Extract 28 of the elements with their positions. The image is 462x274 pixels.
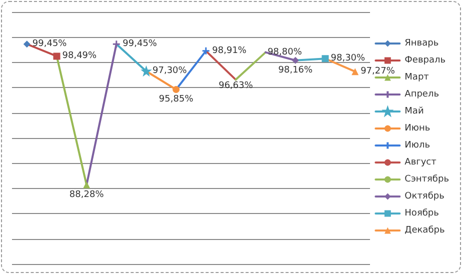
legend-label: Октябрь — [404, 192, 444, 202]
legend-label: Февраль — [404, 56, 446, 66]
data-label: 95,85% — [158, 94, 194, 104]
point — [23, 40, 30, 48]
legend-label: Сэнтябрь — [404, 174, 450, 184]
data-label: 99,45% — [122, 39, 158, 50]
point — [53, 52, 60, 60]
point — [322, 55, 329, 62]
data-label: 98,30% — [330, 54, 366, 64]
data-label: 98,80% — [268, 47, 302, 58]
data-label: 98,16% — [278, 65, 314, 76]
legend-label: Ноябрь — [404, 208, 439, 218]
legend-label: Декабрь — [404, 226, 445, 236]
legend-label: Август — [404, 158, 436, 168]
legend-label: Май — [404, 106, 424, 116]
point — [292, 56, 299, 64]
data-label: 97,27% — [360, 66, 396, 77]
data-label: 98,91% — [212, 46, 247, 56]
data-label: 88,28% — [69, 190, 104, 200]
legend-label: Январь — [404, 38, 439, 48]
legend-label: Март — [404, 72, 429, 82]
data-label: 98,49% — [62, 51, 98, 62]
legend-label: Июнь — [404, 124, 430, 134]
legend-label: Июль — [404, 140, 430, 150]
legend-label: Апрель — [404, 90, 440, 100]
data-label: 97,30% — [152, 66, 188, 76]
point — [172, 86, 180, 93]
data-label: 99,45% — [32, 39, 68, 50]
